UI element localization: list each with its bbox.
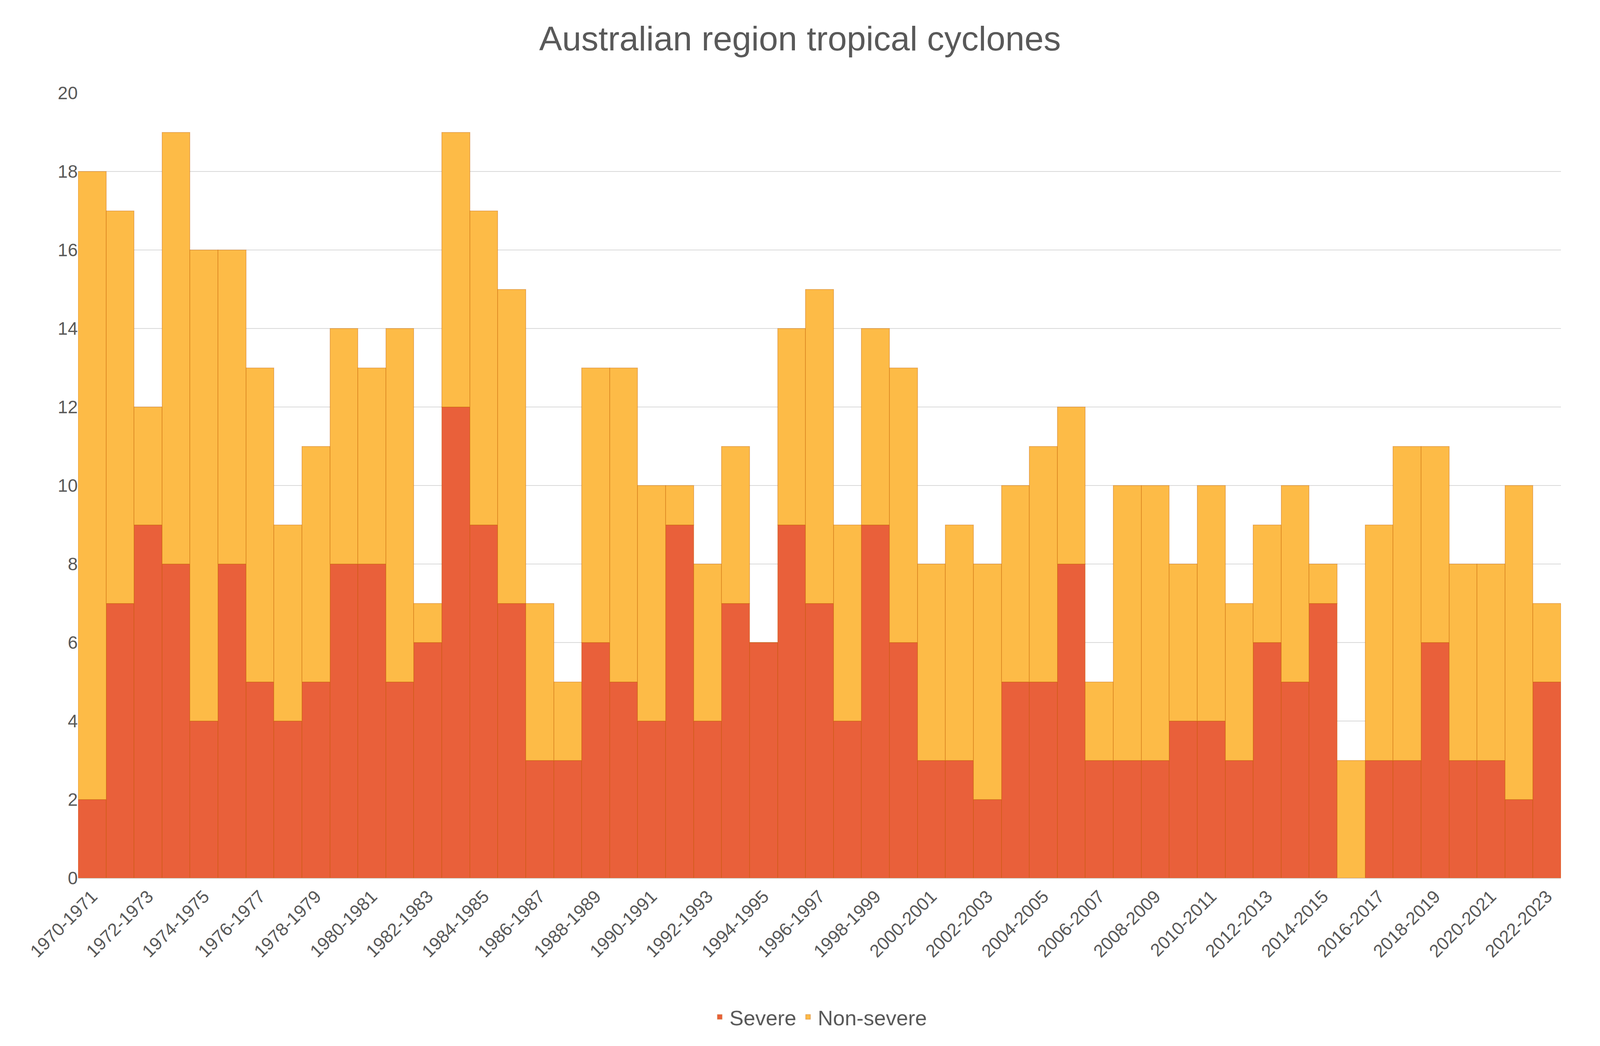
svg-text:12: 12 — [57, 396, 78, 418]
svg-text:1992-1993: 1992-1993 — [641, 886, 717, 962]
svg-text:0: 0 — [67, 867, 78, 889]
svg-text:2014-2015: 2014-2015 — [1257, 886, 1333, 962]
svg-text:1976-1977: 1976-1977 — [194, 886, 270, 962]
svg-text:8: 8 — [67, 553, 78, 575]
svg-text:1998-1999: 1998-1999 — [809, 886, 885, 962]
svg-text:1982-1983: 1982-1983 — [361, 886, 437, 962]
svg-text:2006-2007: 2006-2007 — [1033, 886, 1109, 962]
svg-text:16: 16 — [57, 239, 78, 261]
svg-text:2004-2005: 2004-2005 — [977, 886, 1053, 962]
svg-text:1984-1985: 1984-1985 — [417, 886, 493, 962]
svg-text:1994-1995: 1994-1995 — [697, 886, 773, 962]
svg-text:1972-1973: 1972-1973 — [82, 886, 158, 962]
svg-text:1986-1987: 1986-1987 — [473, 886, 549, 962]
svg-text:2020-2021: 2020-2021 — [1425, 886, 1500, 962]
svg-text:18: 18 — [57, 161, 78, 182]
svg-text:2008-2009: 2008-2009 — [1089, 886, 1165, 962]
svg-text:2000-2001: 2000-2001 — [865, 886, 941, 962]
svg-text:Non-severe: Non-severe — [817, 1006, 927, 1030]
svg-text:4: 4 — [67, 710, 78, 732]
svg-text:1980-1981: 1980-1981 — [305, 886, 381, 962]
svg-text:1978-1979: 1978-1979 — [250, 886, 325, 962]
svg-text:2012-2013: 2012-2013 — [1201, 886, 1277, 962]
svg-text:14: 14 — [57, 318, 78, 339]
svg-text:Severe: Severe — [729, 1006, 797, 1030]
svg-text:1974-1975: 1974-1975 — [137, 886, 213, 962]
svg-text:Australian region tropical cyc: Australian region tropical cyclones — [539, 19, 1061, 58]
svg-text:1990-1991: 1990-1991 — [585, 886, 661, 962]
svg-text:1988-1989: 1988-1989 — [529, 886, 605, 962]
svg-text:2: 2 — [67, 789, 78, 810]
svg-text:2002-2003: 2002-2003 — [921, 886, 997, 962]
svg-text:2018-2019: 2018-2019 — [1369, 886, 1445, 962]
svg-text:10: 10 — [57, 475, 78, 496]
svg-text:2022-2023: 2022-2023 — [1480, 886, 1556, 962]
svg-text:20: 20 — [57, 82, 78, 104]
svg-text:2010-2011: 2010-2011 — [1146, 886, 1221, 961]
svg-text:6: 6 — [67, 632, 78, 653]
svg-text:1970-1971: 1970-1971 — [26, 886, 102, 962]
svg-text:2016-2017: 2016-2017 — [1312, 886, 1388, 962]
svg-text:1996-1997: 1996-1997 — [753, 886, 829, 962]
